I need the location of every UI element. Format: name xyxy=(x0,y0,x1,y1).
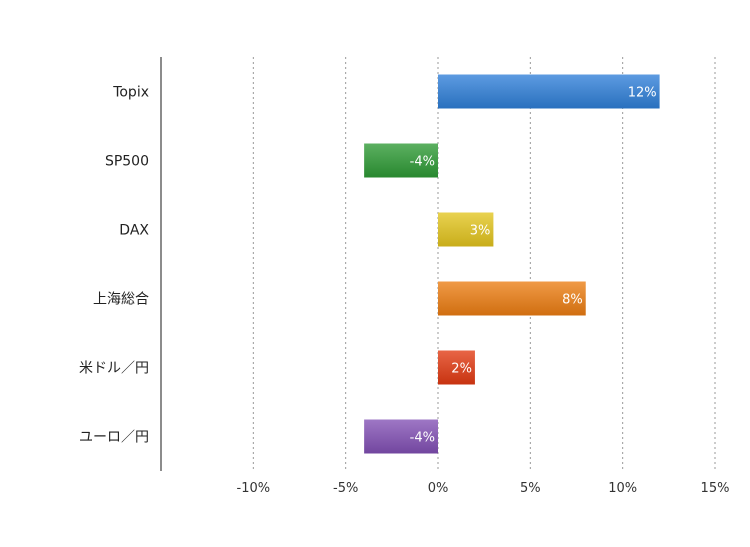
data-label: -4% xyxy=(410,155,435,170)
category-label: 米ドル／円 xyxy=(79,361,149,377)
bar xyxy=(438,212,494,247)
data-label: 8% xyxy=(562,293,583,308)
gridlines xyxy=(252,57,716,471)
bar xyxy=(438,281,586,316)
bar xyxy=(364,419,438,454)
bars: 12% -4% 3% 8% 2% -4% xyxy=(364,74,660,454)
data-label: 12% xyxy=(628,86,657,101)
data-label: 3% xyxy=(470,224,491,239)
x-tick-label: 0% xyxy=(428,481,449,496)
x-tick-label: 15% xyxy=(701,481,730,496)
category-label: ユーロ／円 xyxy=(79,430,149,446)
x-tick-labels: -10% -5% 0% 5% 10% 15% xyxy=(237,481,730,496)
data-label: 2% xyxy=(451,362,472,377)
bar xyxy=(438,74,660,109)
x-tick-label: -5% xyxy=(333,481,358,496)
category-label: SP500 xyxy=(105,154,149,170)
data-label: -4% xyxy=(410,431,435,446)
x-tick-label: 10% xyxy=(608,481,637,496)
bar xyxy=(438,350,475,385)
category-label: 上海総合 xyxy=(93,292,149,308)
x-tick-label: -10% xyxy=(237,481,271,496)
category-label: Topix xyxy=(112,85,149,101)
x-tick-label: 5% xyxy=(520,481,541,496)
bar xyxy=(364,143,438,178)
category-label: DAX xyxy=(119,223,149,239)
